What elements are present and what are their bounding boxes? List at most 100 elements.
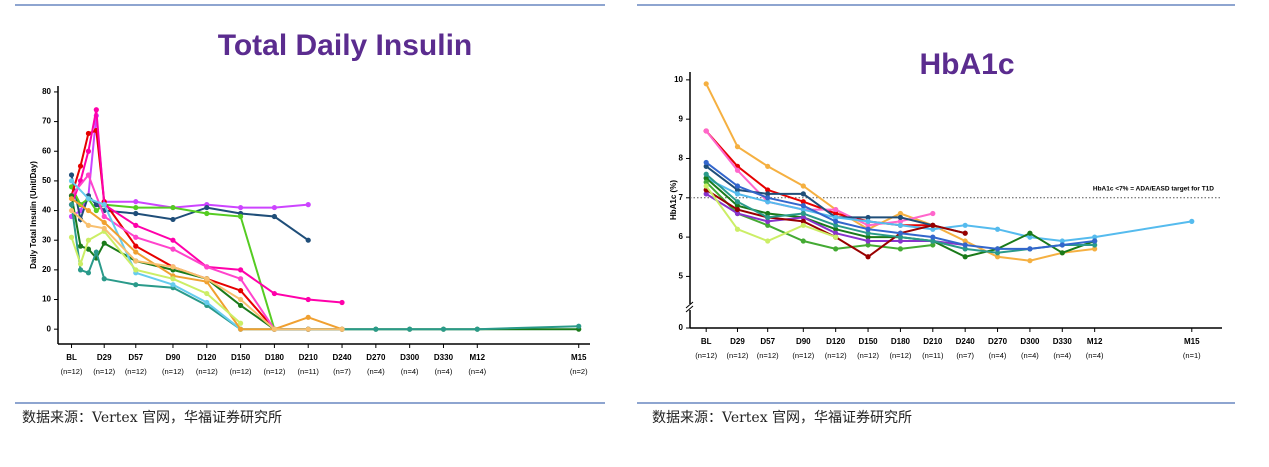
- data-point: [962, 230, 968, 236]
- data-point: [237, 276, 244, 282]
- data-point: [994, 246, 1001, 252]
- n-label: (n=4): [435, 367, 453, 376]
- data-point: [897, 238, 904, 244]
- data-point: [734, 210, 741, 217]
- n-label: (n=4): [1021, 351, 1039, 360]
- data-point: [833, 210, 839, 217]
- y-tick-label: 10: [42, 295, 51, 304]
- n-label: (n=12): [757, 351, 779, 360]
- n-label: (n=12): [857, 351, 879, 360]
- n-label: (n=4): [468, 367, 486, 376]
- data-point: [865, 222, 871, 228]
- data-point: [1059, 250, 1065, 256]
- x-tick-label: D270: [988, 337, 1008, 346]
- x-tick-label: D300: [1020, 337, 1040, 346]
- x-tick-label: D90: [166, 353, 181, 362]
- data-point: [101, 219, 107, 226]
- data-point: [865, 230, 871, 236]
- data-point: [703, 175, 709, 181]
- data-point: [734, 206, 741, 213]
- x-tick-label: D330: [434, 353, 454, 362]
- data-point: [897, 210, 904, 217]
- data-point: [994, 254, 1001, 260]
- chart-title: HbA1c: [919, 48, 1014, 81]
- data-point: [930, 226, 936, 232]
- data-point: [897, 218, 904, 224]
- data-point: [865, 238, 871, 244]
- data-point: [101, 202, 107, 208]
- source-note: 数据来源：Vertex 官网，华福证券研究所: [22, 410, 282, 426]
- data-point: [133, 282, 139, 288]
- data-point: [133, 243, 139, 249]
- n-label: (n=12): [889, 351, 911, 360]
- n-label: (n=7): [333, 367, 351, 376]
- data-point: [204, 276, 210, 282]
- n-label: (n=12): [61, 367, 83, 376]
- data-point: [865, 254, 871, 260]
- data-point: [133, 199, 139, 205]
- y-tick-label: 8: [679, 154, 684, 163]
- series-line: [705, 130, 934, 227]
- n-label: (n=7): [956, 351, 974, 360]
- data-point: [101, 213, 107, 220]
- data-point: [703, 159, 709, 166]
- data-point: [897, 246, 904, 252]
- data-point: [1059, 238, 1065, 244]
- data-point: [271, 290, 278, 297]
- data-point: [93, 207, 99, 214]
- data-point: [237, 267, 244, 273]
- x-tick-label: D210: [299, 353, 319, 362]
- reference-label: HbA1c <7% = ADA/EASD target for T1D: [1093, 186, 1214, 193]
- data-point: [170, 282, 176, 288]
- data-point: [339, 326, 345, 332]
- x-tick-label: D29: [730, 337, 745, 346]
- y-tick-label: 40: [42, 206, 51, 215]
- x-tick-label: D120: [826, 337, 846, 346]
- x-tick-label: M15: [1184, 337, 1200, 346]
- series-line: [70, 186, 276, 330]
- data-point: [734, 199, 741, 205]
- axis-break: [685, 305, 694, 313]
- data-point: [930, 238, 936, 244]
- data-point: [68, 234, 75, 240]
- n-label: (n=12): [825, 351, 847, 360]
- data-point: [800, 199, 806, 205]
- data-point: [305, 326, 311, 332]
- data-point: [703, 81, 709, 87]
- data-point: [204, 204, 210, 211]
- data-point: [897, 214, 904, 221]
- x-tick-label: D29: [97, 353, 112, 362]
- data-point: [962, 222, 968, 228]
- data-point: [765, 214, 771, 221]
- data-point: [407, 326, 413, 332]
- y-tick-label: 80: [42, 87, 51, 96]
- y-tick-label: 9: [679, 114, 684, 123]
- n-label: (n=4): [989, 351, 1007, 360]
- data-point: [77, 267, 84, 273]
- data-point: [765, 210, 771, 217]
- data-point: [237, 326, 244, 332]
- data-point: [101, 240, 107, 246]
- data-point: [765, 195, 771, 201]
- data-point: [833, 206, 839, 213]
- x-tick-label: M12: [470, 353, 486, 362]
- data-point: [930, 242, 936, 248]
- x-tick-label: D150: [231, 353, 251, 362]
- series-line: [70, 204, 579, 331]
- data-point: [865, 242, 871, 248]
- data-point: [68, 202, 75, 208]
- data-point: [237, 204, 244, 211]
- data-point: [800, 191, 806, 197]
- x-tick-label: D120: [197, 353, 217, 362]
- data-point: [133, 210, 139, 217]
- data-point: [1027, 246, 1033, 252]
- n-label: (n=1): [1183, 351, 1201, 360]
- data-point: [133, 249, 139, 255]
- n-label: (n=11): [298, 367, 320, 376]
- data-point: [930, 222, 936, 228]
- data-point: [734, 144, 741, 150]
- data-point: [237, 288, 244, 294]
- data-point: [474, 326, 480, 332]
- data-point: [800, 183, 806, 189]
- x-tick-label: D90: [796, 337, 811, 346]
